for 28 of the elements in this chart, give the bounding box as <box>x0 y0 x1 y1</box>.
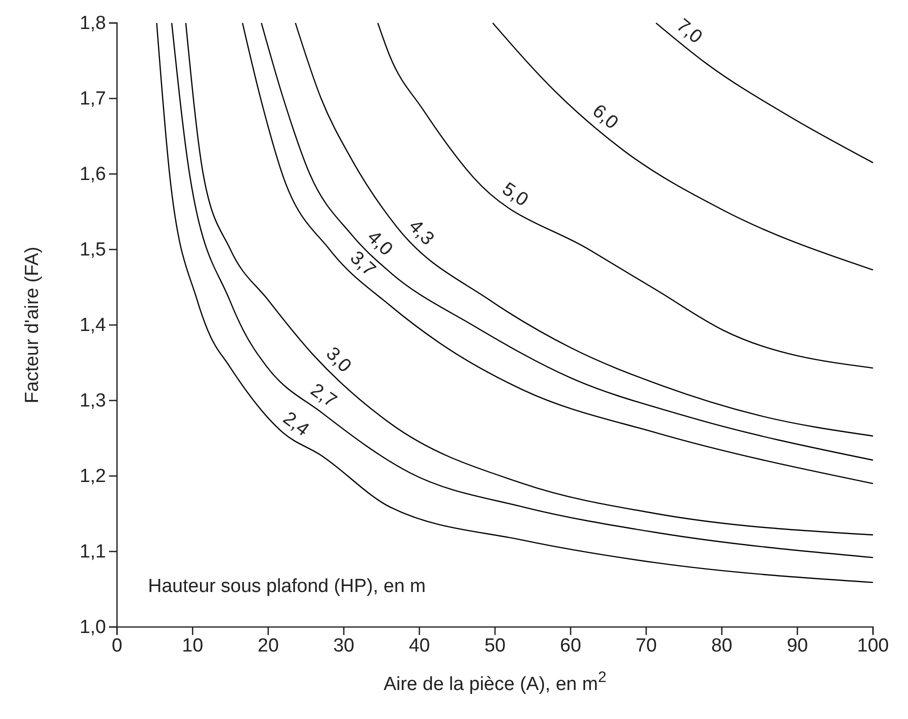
text: 4,3 <box>404 216 438 250</box>
y-tick-label: 1,5 <box>80 240 106 261</box>
x-axis-title: Aire de la pièce (A), en m$^{2}$ <box>384 668 606 695</box>
x-tick-label: 40 <box>408 635 430 656</box>
x-tick-label: 50 <box>484 635 506 656</box>
y-tick-label: 1,8 <box>80 13 106 34</box>
x-tick-label: 20 <box>258 635 279 656</box>
y-tick-label: 1,0 <box>80 617 106 638</box>
x-tick-label: 60 <box>560 635 582 656</box>
y-tick-label: 1,7 <box>80 88 106 110</box>
text: 6,0 <box>588 100 622 134</box>
y-tick-label: 1,4 <box>80 315 106 336</box>
text: 3,0 <box>322 343 356 377</box>
y-tick-label: 1,2 <box>80 466 106 488</box>
x-tick-label: 80 <box>711 635 732 656</box>
x-tick-label: 70 <box>636 635 657 656</box>
x-tick-label: 90 <box>786 635 808 656</box>
y-tick-label: 1,1 <box>80 542 106 563</box>
x-tick-label: 30 <box>333 635 354 656</box>
x-tick-label: 10 <box>182 635 204 656</box>
y-tick-label: 1,6 <box>80 164 106 186</box>
text: 7,0 <box>672 15 706 48</box>
text: 5,0 <box>498 178 532 211</box>
y-axis-title: Facteur d'aire (FA) <box>22 246 43 404</box>
x-tick-label: 100 <box>857 635 889 656</box>
annotation: Hauteur sous plafond (HP), en m <box>148 576 426 597</box>
y-tick-label: 1,3 <box>80 390 106 412</box>
x-tick-label: 0 <box>112 635 122 656</box>
